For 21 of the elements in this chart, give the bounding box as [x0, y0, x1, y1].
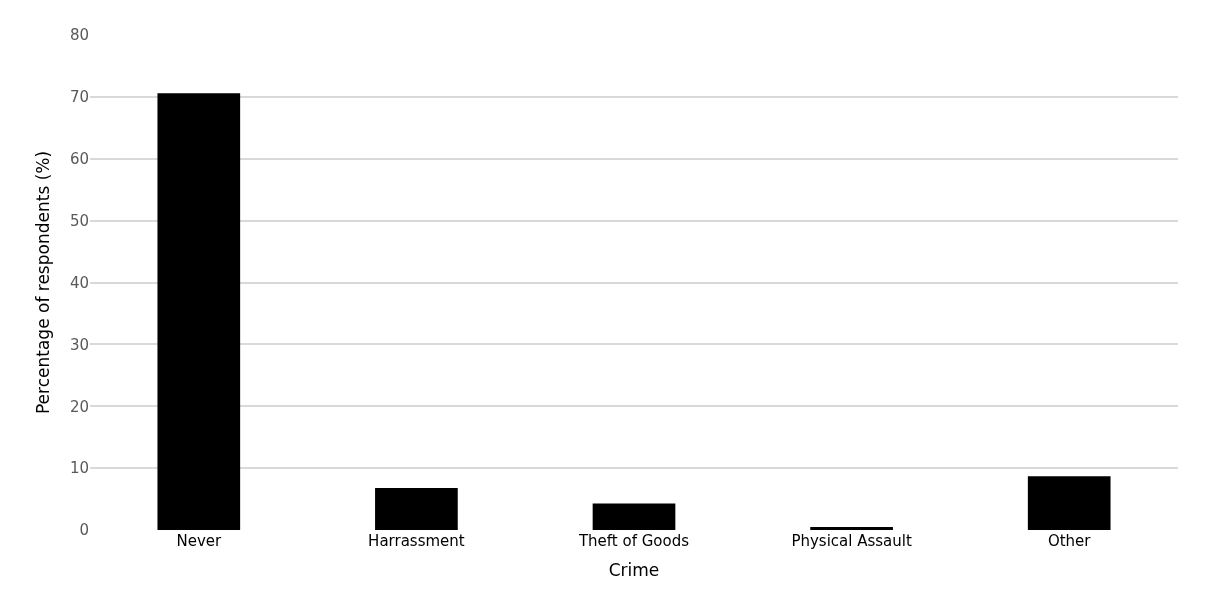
y-tick-label: 0 [79, 521, 89, 540]
bar [157, 93, 241, 530]
y-tick-label: 40 [69, 273, 89, 292]
x-tick-label: Harrassment [368, 532, 465, 550]
y-tick-label: 10 [69, 459, 89, 478]
bar [1027, 476, 1111, 530]
x-tick-label: Theft of Goods [577, 532, 690, 550]
x-axis-title: Crime [608, 560, 660, 581]
y-tick-label: 70 [69, 88, 89, 107]
y-tick-label: 20 [69, 397, 89, 416]
y-tick-label: 50 [69, 211, 89, 230]
bar [592, 503, 676, 530]
y-tick-label: 80 [69, 26, 89, 45]
y-tick-label: 60 [69, 150, 89, 168]
bar [810, 526, 893, 530]
y-axis-title: Percentage of respondents (%) [33, 150, 54, 415]
y-tick-label: 30 [69, 335, 89, 354]
x-tick-label: Other [1047, 532, 1092, 550]
bar [375, 487, 458, 530]
x-tick-label: Never [176, 532, 222, 550]
x-tick-label: Physical Assault [791, 532, 912, 550]
